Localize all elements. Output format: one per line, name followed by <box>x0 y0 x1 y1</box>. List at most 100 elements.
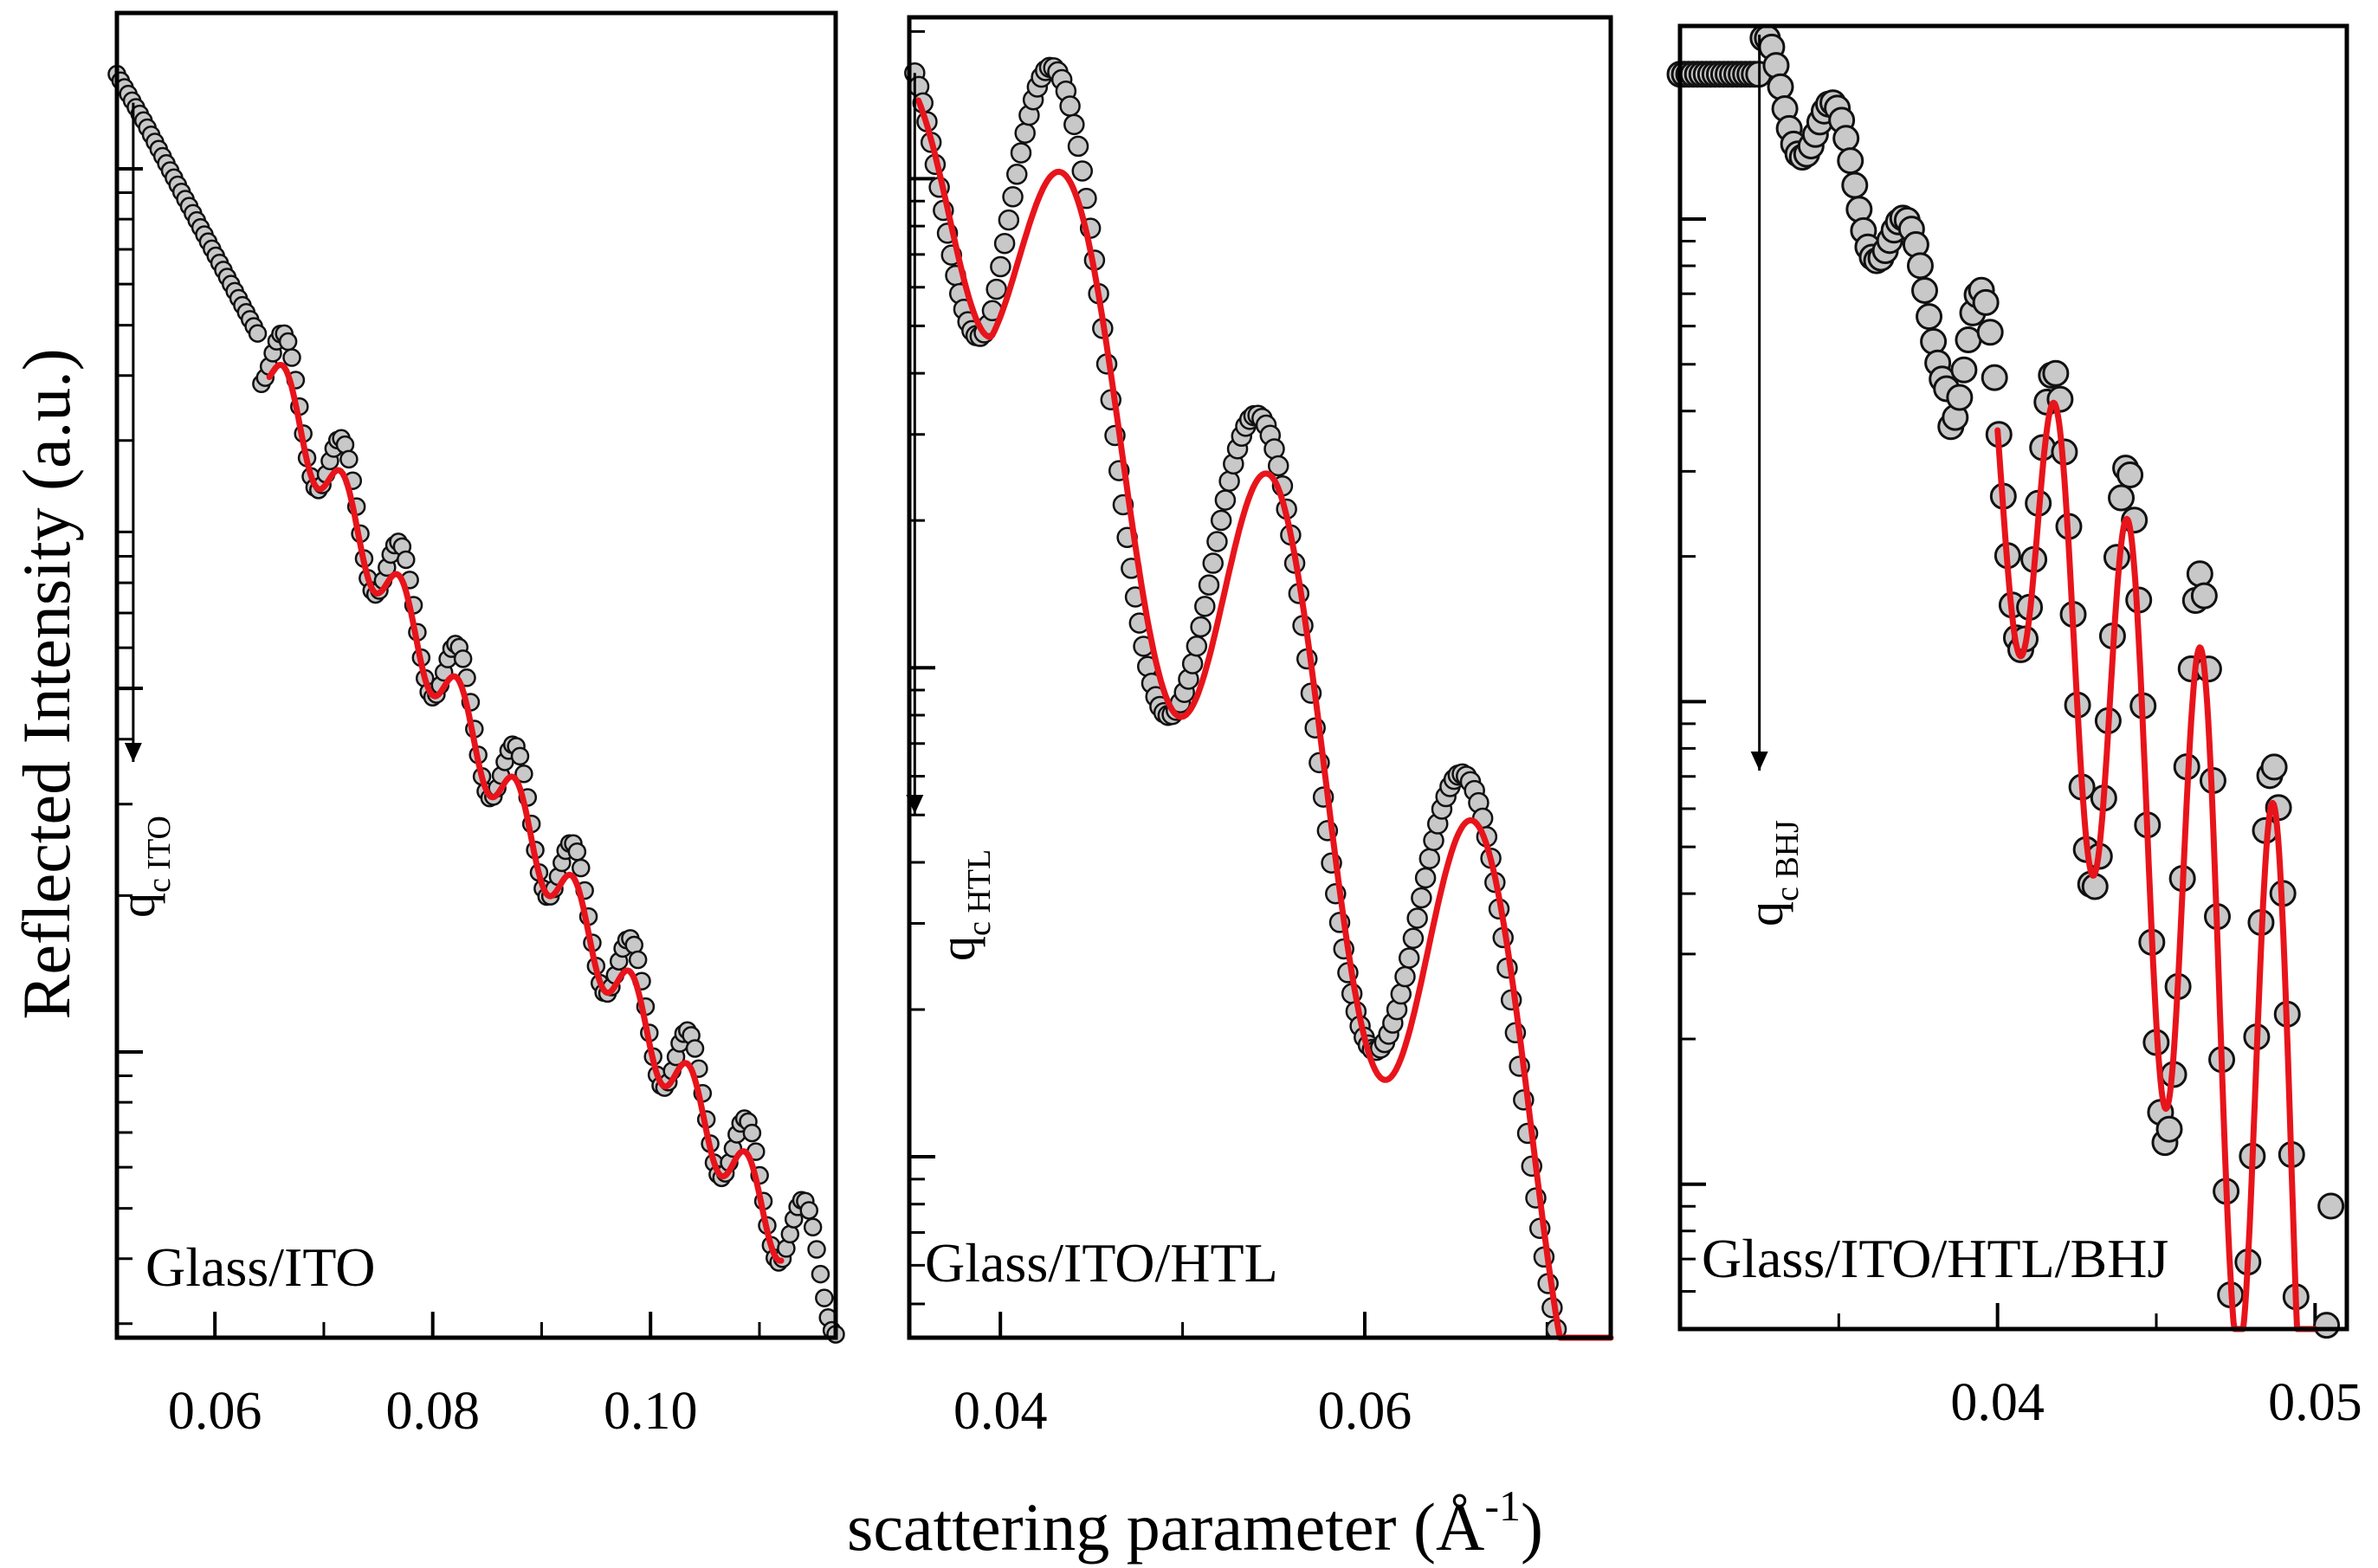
data-point <box>1267 455 1289 477</box>
data-point <box>1920 327 1948 355</box>
data-point <box>1406 907 1428 929</box>
data-point <box>339 449 359 469</box>
data-point <box>685 1039 705 1058</box>
data-point <box>2194 655 2222 683</box>
data-point <box>1198 574 1220 596</box>
data-point <box>780 1224 800 1244</box>
data-point <box>1214 489 1237 511</box>
data-point <box>2186 560 2213 588</box>
fit-curve <box>1994 399 2318 1332</box>
data-point <box>1059 95 1081 117</box>
x-tick-label: 0.04 <box>1950 1373 2045 1432</box>
data-point <box>1063 113 1085 136</box>
data-point <box>1006 164 1028 185</box>
data-point <box>567 842 587 861</box>
data-point <box>1767 73 1794 100</box>
x-axis-label-superscript: -1 <box>1484 1481 1521 1530</box>
critical-q-arrowhead <box>124 743 142 762</box>
data-point <box>1981 364 2008 391</box>
data-point <box>1911 276 1939 304</box>
data-point <box>1906 252 1934 280</box>
data-point <box>510 746 530 766</box>
data-point <box>2108 484 2136 512</box>
plot-frame <box>114 10 838 1340</box>
x-axis-label-close: ) <box>1521 1489 1543 1565</box>
panel-label: Glass/ITO/HTL <box>925 1232 1278 1294</box>
data-point <box>1762 52 1790 80</box>
data-point <box>1263 438 1285 460</box>
data-point <box>1002 186 1024 208</box>
data-point <box>807 1240 826 1259</box>
data-point <box>1394 965 1416 988</box>
x-axis-label: scattering parameter (Å-1) <box>847 1481 1543 1565</box>
data-point <box>1946 384 1974 411</box>
data-point <box>248 324 268 343</box>
data-point <box>799 1201 819 1220</box>
critical-q-symbol: q <box>1737 901 1793 926</box>
data-point <box>2042 359 2070 387</box>
data-point <box>1186 636 1208 657</box>
data-point <box>278 332 298 352</box>
x-axis-label-main: scattering parameter (Å <box>847 1489 1484 1565</box>
data-point <box>815 1288 834 1307</box>
data-point <box>1418 848 1441 869</box>
fit-curve <box>915 97 1614 1341</box>
data-point <box>811 1264 830 1284</box>
data-point <box>1837 147 1864 175</box>
data-point <box>282 348 301 367</box>
data-point <box>1194 596 1216 617</box>
critical-q-label: qc ITO <box>109 816 178 918</box>
x-tick-label: 0.06 <box>1318 1382 1412 1441</box>
y-axis-label: Reflected Intensity (a.u.) <box>9 348 84 1019</box>
data-point <box>2313 1312 2341 1339</box>
critical-q-subscript: c BHJ <box>1769 820 1806 901</box>
data-point <box>1190 616 1212 638</box>
data-point <box>1067 135 1089 158</box>
critical-q-subscript: c HTL <box>961 849 998 936</box>
data-point <box>628 950 648 970</box>
data-point <box>1414 867 1437 889</box>
panel-glass-ito-htl-bhj: 0.04 0.05 qc BHJ Glass/ITO/HTL/BHJ <box>1666 23 2362 1432</box>
data-point <box>1972 288 2000 316</box>
data-point <box>1841 171 1869 199</box>
fit-curve <box>266 362 785 1264</box>
x-tick-label: 0.10 <box>604 1382 698 1441</box>
panel-label: Glass/ITO/HTL/BHJ <box>1702 1228 2168 1289</box>
data-point <box>1916 303 1943 331</box>
data-point <box>1010 142 1032 164</box>
data-point <box>803 1217 823 1237</box>
data-point <box>2190 582 2218 610</box>
data-point <box>985 278 1007 300</box>
panel-label: Glass/ITO <box>145 1236 375 1298</box>
data-point <box>993 232 1016 255</box>
data-point <box>1950 356 1978 384</box>
data-point <box>1206 531 1228 552</box>
data-point <box>742 1123 762 1143</box>
data-point <box>2260 753 2288 781</box>
data-point <box>1390 983 1412 1005</box>
data-point <box>990 255 1011 278</box>
data-point <box>1976 319 2004 346</box>
data-point <box>514 765 533 784</box>
x-tick-label: 0.05 <box>2268 1373 2362 1432</box>
data-point <box>1014 122 1036 144</box>
data-point <box>1071 160 1094 182</box>
data-point <box>1181 653 1204 674</box>
panel-glass-ito-htl: 0.04 0.06 qc HTL Glass/ITO/HTL <box>904 15 1614 1441</box>
critical-q-symbol: q <box>929 936 985 961</box>
data-point <box>1210 509 1232 532</box>
critical-q-label: qc BHJ <box>1737 820 1806 926</box>
data-point <box>1411 887 1432 909</box>
data-point <box>2317 1192 2345 1220</box>
data-point <box>2155 1115 2183 1143</box>
data-point <box>1402 927 1425 950</box>
data-point <box>572 858 591 878</box>
data-point <box>1218 470 1240 492</box>
data-point <box>1202 552 1224 574</box>
data-point <box>2116 461 2144 489</box>
critical-q-subscript: c ITO <box>141 816 178 893</box>
data-point <box>453 649 473 668</box>
data-point <box>998 209 1020 231</box>
x-tick-label: 0.08 <box>385 1382 480 1441</box>
data-point <box>397 550 416 570</box>
